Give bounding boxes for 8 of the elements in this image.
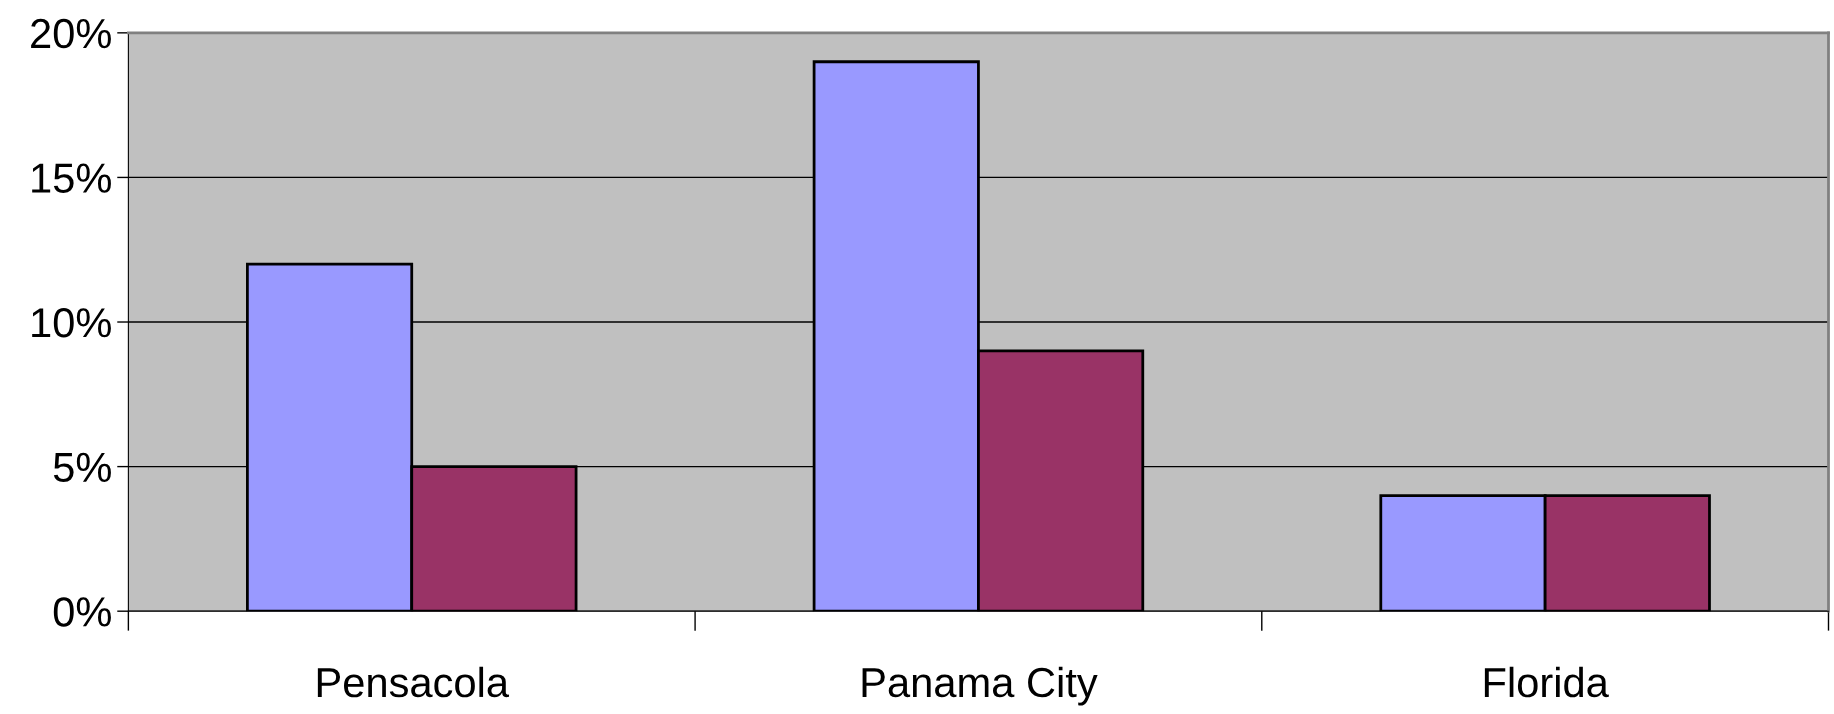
x-tick-label: Pensacola xyxy=(317,666,510,698)
y-tick-label: 5% xyxy=(53,452,111,483)
y-tick-label: 15% xyxy=(32,163,111,193)
x-tick-label: Florida xyxy=(1484,666,1609,698)
y-tick-label: 20% xyxy=(31,18,111,49)
y-tick-label: 0% xyxy=(53,597,111,627)
x-tick-label: Panama City xyxy=(862,666,1098,706)
y-tick-label: 10% xyxy=(32,308,111,338)
